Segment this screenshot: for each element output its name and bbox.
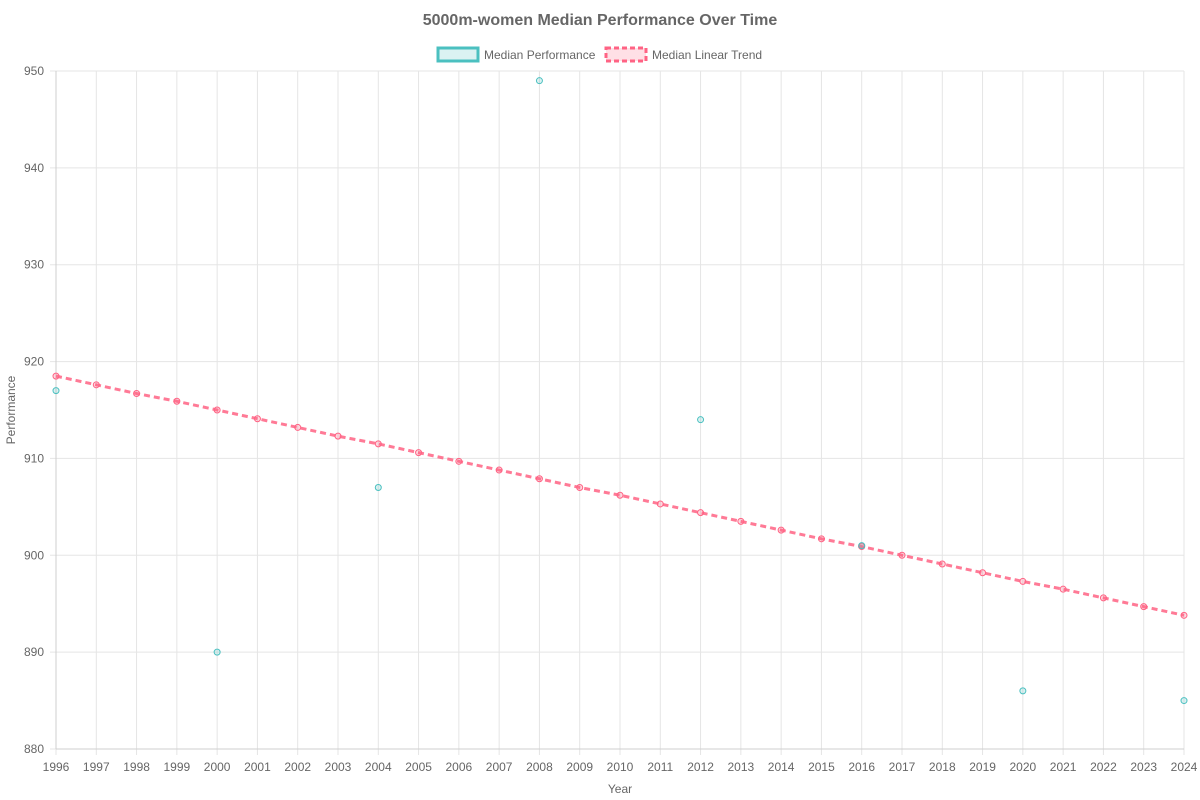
trend-line — [55, 374, 1185, 617]
x-tick-label: 2002 — [284, 760, 311, 774]
y-tick-label: 940 — [24, 161, 44, 175]
trend-series — [52, 372, 1188, 619]
median-performance-point[interactable] — [535, 77, 543, 85]
trend-point[interactable] — [576, 483, 584, 491]
x-tick-label: 2008 — [526, 760, 553, 774]
x-tick-label: 2017 — [889, 760, 916, 774]
x-tick-label: 1996 — [43, 760, 70, 774]
trend-point[interactable] — [817, 535, 825, 543]
x-tick-label: 2000 — [204, 760, 231, 774]
x-tick-label: 2010 — [607, 760, 634, 774]
trend-point[interactable] — [294, 423, 302, 431]
trend-point[interactable] — [1180, 611, 1188, 619]
y-tick-labels: 880 890 900 910 920 930 940 950 — [24, 64, 44, 756]
trend-point[interactable] — [173, 397, 181, 405]
median-performance-point[interactable] — [1019, 687, 1027, 695]
x-tick-label: 2020 — [1010, 760, 1037, 774]
median-performance-point[interactable] — [52, 387, 60, 395]
x-tick-label: 2024 — [1171, 760, 1198, 774]
axes — [55, 71, 1184, 750]
trend-point[interactable] — [52, 372, 60, 380]
x-tick-label: 1998 — [123, 760, 150, 774]
x-tick-label: 2014 — [768, 760, 795, 774]
x-tick-label: 2004 — [365, 760, 392, 774]
y-tick-label: 930 — [24, 258, 44, 272]
legend-label-median-linear-trend: Median Linear Trend — [652, 48, 762, 62]
x-tick-label: 2003 — [325, 760, 352, 774]
y-tick-label: 880 — [24, 742, 44, 756]
x-tick-label: 2019 — [969, 760, 996, 774]
chart-title: 5000m-women Median Performance Over Time — [423, 12, 778, 29]
median-performance-point[interactable] — [1180, 697, 1188, 705]
x-tick-label: 2022 — [1090, 760, 1117, 774]
trend-point[interactable] — [616, 491, 624, 499]
x-tick-label: 2015 — [808, 760, 835, 774]
legend-item-median-linear-trend[interactable]: Median Linear Trend — [604, 46, 762, 63]
trend-point[interactable] — [697, 509, 705, 517]
trend-point[interactable] — [495, 466, 503, 474]
trend-point[interactable] — [1059, 585, 1067, 593]
trend-point[interactable] — [213, 406, 221, 414]
trend-point[interactable] — [92, 381, 100, 389]
median-performance-point[interactable] — [858, 542, 866, 550]
y-axis-title: Performance — [4, 375, 18, 444]
x-tick-label: 2013 — [728, 760, 755, 774]
x-tick-labels: 1996 1997 1998 1999 2000 2001 2002 2003 2004 2005… — [43, 760, 1198, 774]
trend-point[interactable] — [415, 449, 423, 457]
x-tick-label: 2011 — [647, 760, 673, 774]
legend-swatch-median-linear-trend — [604, 46, 648, 63]
x-tick-label: 2006 — [446, 760, 473, 774]
trend-point[interactable] — [334, 432, 342, 440]
trend-point[interactable] — [938, 560, 946, 568]
x-tick-label: 2012 — [687, 760, 714, 774]
legend-item-median-performance[interactable]: Median Performance — [436, 46, 596, 63]
x-tick-label: 1997 — [83, 760, 110, 774]
median-performance-point[interactable] — [697, 416, 705, 424]
median-performance-point[interactable] — [374, 483, 382, 491]
y-tick-label: 920 — [24, 355, 44, 369]
x-tick-label: 1999 — [164, 760, 191, 774]
trend-point[interactable] — [535, 475, 543, 483]
x-tick-label: 2005 — [405, 760, 432, 774]
trend-point[interactable] — [253, 415, 261, 423]
legend-swatch-median-performance — [436, 46, 480, 63]
legend-label-median-performance: Median Performance — [484, 48, 596, 62]
legend: Median Performance Median Linear Trend — [436, 46, 762, 63]
trend-point[interactable] — [1019, 577, 1027, 585]
y-tick-label: 950 — [24, 64, 44, 78]
median-performance-series — [52, 77, 1188, 705]
trend-point[interactable] — [1099, 594, 1107, 602]
x-tick-label: 2021 — [1050, 760, 1077, 774]
x-tick-label: 2009 — [566, 760, 593, 774]
x-tick-label: 2018 — [929, 760, 956, 774]
x-tick-label: 2007 — [486, 760, 513, 774]
trend-point[interactable] — [455, 457, 463, 465]
trend-point[interactable] — [737, 517, 745, 525]
trend-point[interactable] — [374, 440, 382, 448]
trend-point[interactable] — [1140, 603, 1148, 611]
median-performance-point[interactable] — [213, 648, 221, 656]
y-tick-label: 890 — [24, 645, 44, 659]
x-axis-title: Year — [608, 782, 632, 796]
trend-point[interactable] — [979, 569, 987, 577]
trend-point[interactable] — [656, 500, 664, 508]
y-tick-label: 910 — [24, 451, 44, 465]
x-tick-label: 2016 — [848, 760, 875, 774]
trend-point[interactable] — [133, 390, 141, 398]
x-tick-label: 2023 — [1130, 760, 1157, 774]
y-tick-label: 900 — [24, 548, 44, 562]
trend-point[interactable] — [898, 551, 906, 559]
x-tick-label: 2001 — [244, 760, 271, 774]
trend-point[interactable] — [777, 526, 785, 534]
